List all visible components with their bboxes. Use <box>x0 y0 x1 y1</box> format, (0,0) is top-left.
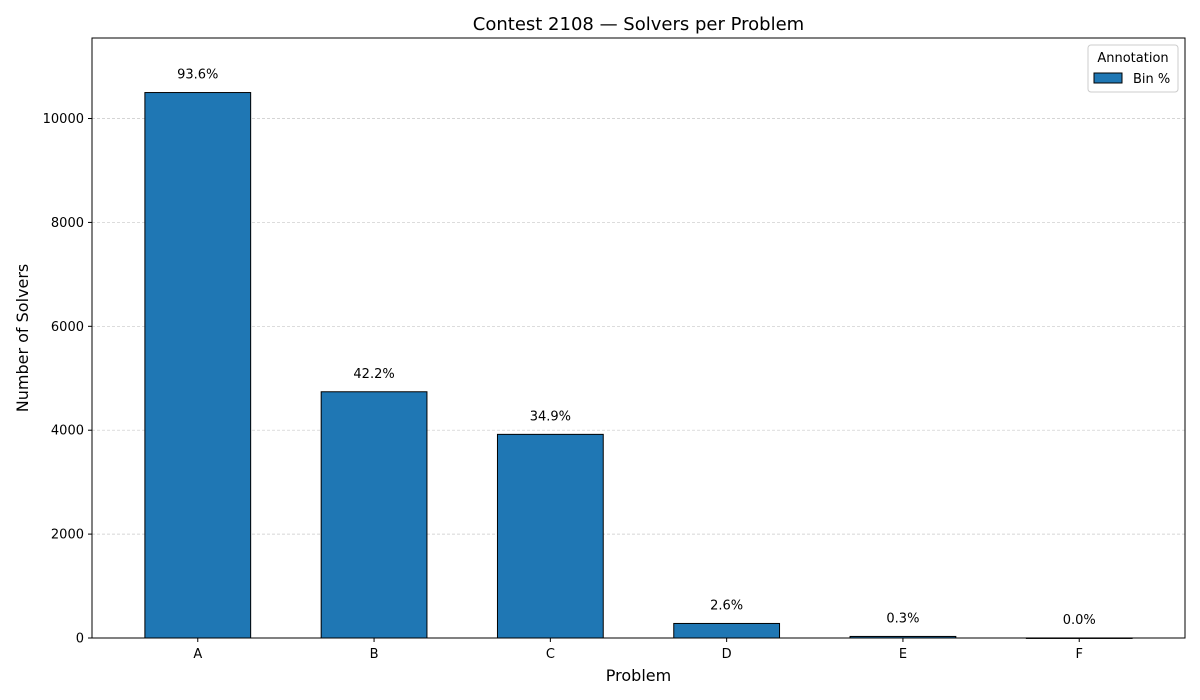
x-tick-label-F: F <box>1075 647 1082 662</box>
x-tick-label-E: E <box>899 647 907 662</box>
gridlines <box>92 118 1185 535</box>
bar-B <box>320 391 428 639</box>
x-axis-ticks: A B C D E F <box>193 638 1083 662</box>
x-tick-label-A: A <box>193 647 202 662</box>
x-tick-label-C: C <box>546 647 555 662</box>
x-tick-label-B: B <box>370 647 379 662</box>
y-tick-label: 4000 <box>51 424 84 439</box>
legend-entry-label: Bin % <box>1133 72 1170 87</box>
y-axis-ticks: 0 2000 4000 6000 8000 10000 <box>43 112 92 647</box>
legend-swatch <box>1093 72 1123 84</box>
data-label-E: 0.3% <box>886 611 919 626</box>
data-label-F: 0.0% <box>1063 613 1096 628</box>
bar-D <box>673 622 781 639</box>
data-label-C: 34.9% <box>530 409 571 424</box>
bar-A <box>144 92 252 639</box>
legend: Annotation Bin % <box>1087 44 1179 93</box>
y-tick-label: 6000 <box>51 320 84 335</box>
bar-C <box>496 433 604 639</box>
y-tick-label: 0 <box>76 632 84 647</box>
y-tick-label: 10000 <box>43 112 84 127</box>
data-label-B: 42.2% <box>353 367 394 382</box>
bars <box>144 92 1133 639</box>
data-label-D: 2.6% <box>710 598 743 613</box>
y-tick-label: 8000 <box>51 216 84 231</box>
y-tick-label: 2000 <box>51 528 84 543</box>
y-axis-label: Number of Solvers <box>13 264 32 412</box>
x-tick-label-D: D <box>722 647 732 662</box>
data-label-A: 93.6% <box>177 68 218 83</box>
x-axis-label: Problem <box>606 666 671 685</box>
plot-frame <box>91 37 1186 639</box>
legend-title: Annotation <box>1097 51 1168 66</box>
chart-title: Contest 2108 — Solvers per Problem <box>473 14 804 35</box>
data-labels: 93.6% 42.2% 34.9% 2.6% 0.3% 0.0% <box>177 68 1096 628</box>
